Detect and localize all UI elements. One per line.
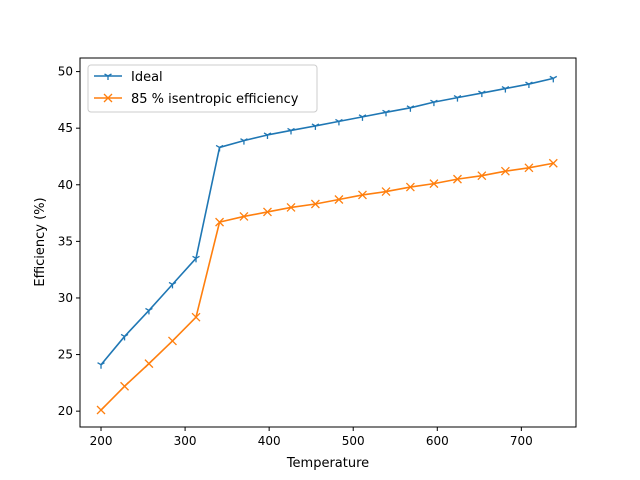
data-point [286, 202, 296, 212]
legend-entry: 85 % isentropic efficiency [94, 92, 299, 107]
x-tick-label: 400 [258, 434, 281, 448]
data-point [97, 362, 105, 369]
data-point [405, 182, 415, 192]
y-axis-label: Efficiency (%) [33, 197, 48, 286]
data-point [191, 312, 201, 322]
x-axis-label: Temperature [286, 456, 369, 471]
data-point [120, 381, 130, 391]
data-point [453, 174, 462, 184]
data-point [381, 187, 391, 197]
legend-label: 85 % isentropic efficiency [131, 92, 299, 107]
y-tick-label: 35 [58, 234, 73, 248]
legend-box [87, 64, 318, 113]
legend-marker [104, 73, 112, 80]
data-point [263, 207, 272, 217]
y-tick-label: 30 [58, 291, 73, 305]
legend-label: Ideal [131, 70, 163, 85]
data-point [500, 166, 510, 176]
y-tick-label: 25 [58, 348, 73, 362]
data-point [215, 217, 225, 227]
data-point [240, 138, 248, 145]
data-point [525, 81, 533, 89]
data-point [168, 281, 177, 289]
y-tick-label: 45 [58, 121, 73, 135]
ticks: 200 300 400 500 600 700 20 25 30 35 40 45 50 [58, 65, 533, 448]
y-tick-label: 20 [58, 404, 73, 418]
data-point [168, 336, 177, 346]
series-1 [96, 158, 558, 415]
data-point [311, 123, 320, 130]
data-point [263, 132, 272, 139]
y-tick-label: 50 [58, 65, 73, 79]
data-point [478, 90, 486, 98]
x-tick-label: 500 [342, 434, 365, 448]
x-tick-label: 600 [426, 434, 449, 448]
x-tick-label: 300 [174, 434, 197, 448]
plot-frame [79, 57, 577, 428]
data-point [453, 95, 462, 102]
plot-background [80, 58, 576, 427]
data-point [524, 163, 534, 173]
data-point [501, 85, 510, 93]
data-point [215, 144, 224, 152]
series-layer [96, 75, 558, 415]
series-0 [97, 75, 558, 369]
data-point [310, 199, 320, 209]
data-point [334, 195, 344, 204]
x-tick-label: 200 [90, 434, 113, 448]
data-point [430, 99, 438, 107]
legend-entry: Ideal [94, 70, 163, 85]
data-point [549, 75, 558, 83]
data-point [477, 171, 487, 181]
data-point [429, 179, 439, 189]
data-point [144, 359, 154, 369]
data-point [358, 190, 367, 200]
x-tick-label: 700 [510, 434, 533, 448]
data-point [548, 158, 558, 168]
data-point [287, 127, 295, 135]
data-point [358, 114, 367, 121]
series-line [100, 77, 554, 366]
data-point [96, 405, 106, 415]
legend-marker [103, 93, 113, 103]
data-point [192, 255, 200, 263]
data-point [406, 105, 415, 112]
y-tick-label: 40 [58, 178, 73, 192]
data-point [239, 212, 249, 221]
data-point [120, 333, 129, 341]
data-point [335, 118, 343, 126]
legend: Ideal 85 % isentropic efficiency [87, 64, 318, 113]
data-point [145, 307, 153, 315]
data-point [382, 109, 390, 117]
